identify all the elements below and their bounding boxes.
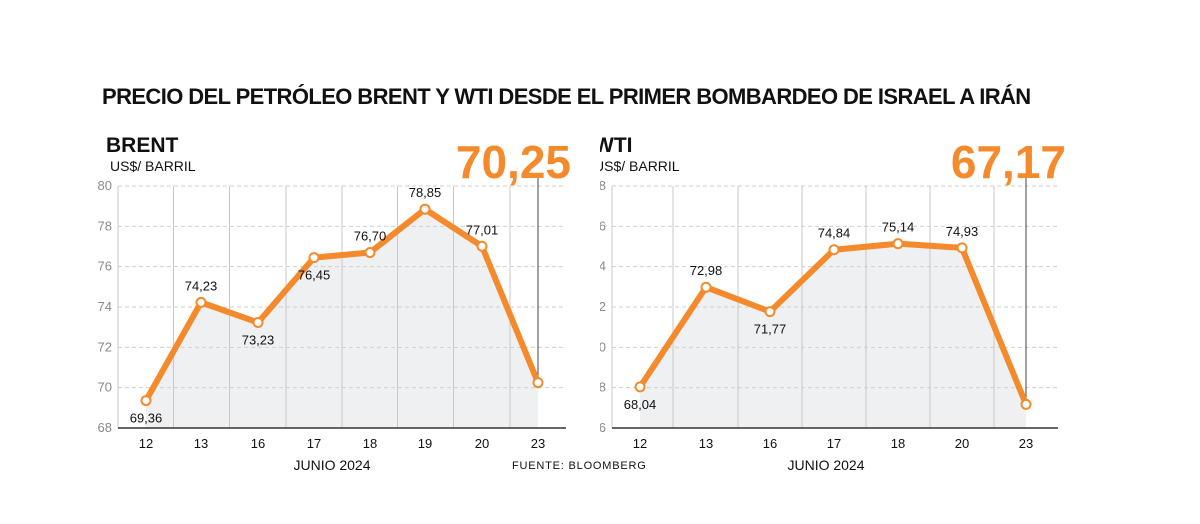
brent-data-point xyxy=(364,247,376,259)
wti-y-tick-label: 74 xyxy=(600,259,606,274)
wti-x-tick-label: 20 xyxy=(955,436,969,451)
brent-data-point xyxy=(140,395,152,407)
wti-x-tick-label: 23 xyxy=(1019,436,1033,451)
wti-data-point xyxy=(634,381,646,393)
wti-data-point xyxy=(700,281,712,293)
wti-x-tick-label: 17 xyxy=(827,436,841,451)
wti-x-tick-label: 12 xyxy=(633,436,647,451)
brent-y-tick-label: 74 xyxy=(98,299,112,314)
brent-chart: 68 70 72 74 76 78 80 12 13 16 17 18 19 20 23 69,36 74,23… xyxy=(98,134,571,473)
wti-data-label: 74,93 xyxy=(946,224,979,239)
brent-x-tick-label: 20 xyxy=(475,436,489,451)
wti-y-tick-label: 78 xyxy=(600,178,606,193)
wti-panel-title: WTI xyxy=(600,134,632,157)
brent-x-tick-label: 16 xyxy=(251,436,265,451)
wti-unit-label: US$/ BARRIL xyxy=(600,158,680,174)
brent-x-tick-label: 13 xyxy=(194,436,208,451)
brent-y-tick-label: 70 xyxy=(98,380,112,395)
brent-data-point xyxy=(476,240,488,252)
wti-y-tick-label: 66 xyxy=(600,420,606,435)
brent-data-point xyxy=(195,296,207,308)
brent-y-tick-label: 80 xyxy=(98,178,112,193)
brent-data-label: 73,23 xyxy=(242,333,275,348)
wti-x-axis-label: JUNIO 2024 xyxy=(787,457,864,473)
source-note: FUENTE: BLOOMBERG xyxy=(512,460,647,472)
brent-data-point xyxy=(308,252,320,264)
brent-x-tick-label: 23 xyxy=(531,436,545,451)
brent-data-label: 76,45 xyxy=(298,268,331,283)
wti-y-tick-label: 72 xyxy=(600,299,606,314)
wti-chart: 66 68 70 72 74 76 78 12 13 16 17 18 20 23 68,04 72,98 71… xyxy=(600,134,1066,473)
brent-x-tick-label: 12 xyxy=(139,436,153,451)
wti-x-tick-label: 18 xyxy=(891,436,905,451)
brent-data-point xyxy=(532,377,544,389)
brent-highlight-value: 70,25 xyxy=(456,136,571,188)
brent-data-label: 77,01 xyxy=(466,222,499,237)
brent-y-tick-label: 72 xyxy=(98,339,112,354)
wti-data-point xyxy=(892,238,904,250)
wti-data-label: 74,84 xyxy=(818,226,851,241)
brent-series-line xyxy=(143,206,541,404)
brent-data-point xyxy=(419,203,431,215)
wti-y-tick-label: 76 xyxy=(600,218,606,233)
wti-y-tick-label: 70 xyxy=(600,339,606,354)
brent-data-label: 74,23 xyxy=(185,278,218,293)
brent-unit-label: US$/ BARRIL xyxy=(110,158,196,174)
brent-x-tick-label: 19 xyxy=(418,436,432,451)
brent-y-tick-label: 78 xyxy=(98,218,112,233)
brent-data-label: 76,70 xyxy=(354,229,387,244)
wti-data-label: 68,04 xyxy=(624,397,657,412)
brent-x-tick-label: 18 xyxy=(363,436,377,451)
brent-y-tick-label: 76 xyxy=(98,259,112,274)
brent-x-tick-label: 17 xyxy=(307,436,321,451)
wti-highlight-value: 67,17 xyxy=(951,136,1066,188)
wti-y-tick-label: 68 xyxy=(600,380,606,395)
wti-data-point xyxy=(1020,398,1032,410)
page-title: PRECIO DEL PETRÓLEO BRENT Y WTI DESDE EL… xyxy=(102,84,1031,109)
brent-data-point xyxy=(252,317,264,329)
wti-data-point xyxy=(828,244,840,256)
brent-data-label: 69,36 xyxy=(130,411,163,426)
wti-data-label: 75,14 xyxy=(882,220,915,235)
brent-y-tick-label: 68 xyxy=(98,420,112,435)
wti-data-point xyxy=(956,242,968,254)
brent-x-axis-label: JUNIO 2024 xyxy=(293,457,370,473)
wti-x-tick-label: 13 xyxy=(699,436,713,451)
brent-panel-title: BRENT xyxy=(106,134,179,157)
wti-x-tick-label: 16 xyxy=(763,436,777,451)
brent-data-label: 78,85 xyxy=(409,185,442,200)
wti-data-label: 71,77 xyxy=(754,322,787,337)
wti-data-point xyxy=(764,306,776,318)
wti-data-label: 72,98 xyxy=(690,263,723,278)
